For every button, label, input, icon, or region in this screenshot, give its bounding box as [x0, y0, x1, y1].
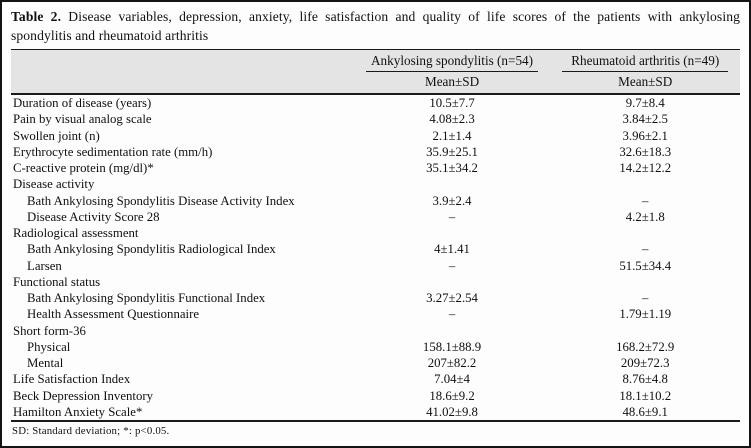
value-rheumatoid-arthritis	[550, 323, 740, 339]
value-ankylosing-spondylitis: 2.1±1.4	[432, 128, 472, 143]
table-title-number: Table 2.	[11, 9, 62, 24]
value-ankylosing-spondylitis	[354, 323, 551, 339]
value-rheumatoid-arthritis: 1.79±1.19	[619, 307, 672, 322]
table-row: Bath Ankylosing Spondylitis Disease Acti…	[11, 193, 740, 209]
column-subheader-empty	[11, 72, 354, 95]
data-table: Ankylosing spondylitis (n=54) Rheumatoid…	[11, 49, 740, 420]
row-label: Disease Activity Score 28	[27, 209, 160, 224]
row-label: Radiological assessment	[13, 226, 139, 240]
value-ankylosing-spondylitis: 4±1.41	[434, 242, 470, 257]
row-label: Life Satisfaction Index	[13, 372, 131, 387]
value-rheumatoid-arthritis: 3.96±2.1	[622, 128, 668, 143]
row-label: Bath Ankylosing Spondylitis Functional I…	[27, 291, 266, 305]
table-row: Duration of disease (years) 10.5±7.7 9.7…	[11, 94, 740, 111]
value-rheumatoid-arthritis: –	[642, 291, 649, 305]
row-label: Bath Ankylosing Spondylitis Disease Acti…	[27, 193, 295, 208]
table-row: Life Satisfaction Index 7.04±4 8.76±4.8	[11, 371, 740, 387]
value-ankylosing-spondylitis: 35.9±25.1	[426, 144, 478, 159]
row-label: Physical	[27, 339, 71, 354]
value-ankylosing-spondylitis: 18.6±9.2	[429, 388, 475, 403]
table-row: Bath Ankylosing Spondylitis Functional I…	[11, 290, 740, 306]
value-ankylosing-spondylitis	[354, 225, 551, 241]
value-rheumatoid-arthritis: 4.2±1.8	[625, 209, 665, 224]
row-label: Hamilton Anxiety Scale*	[13, 404, 143, 419]
column-subheader-mean-sd-ra: Mean±SD	[550, 72, 740, 95]
column-group-label: Ankylosing spondylitis (n=54)	[365, 50, 539, 72]
row-label: Mental	[27, 356, 64, 370]
column-group-empty	[11, 49, 354, 72]
table-row: Mental 207±82.2 209±72.3	[11, 355, 740, 371]
row-label: Functional status	[13, 274, 101, 289]
value-rheumatoid-arthritis	[550, 176, 740, 192]
value-rheumatoid-arthritis	[550, 274, 740, 290]
table-row: C-reactive protein (mg/dl)* 35.1±34.2 14…	[11, 160, 740, 176]
value-ankylosing-spondylitis	[354, 274, 551, 290]
value-ankylosing-spondylitis	[354, 176, 551, 192]
value-rheumatoid-arthritis: –	[642, 193, 649, 208]
value-rheumatoid-arthritis: 48.6±9.1	[622, 404, 668, 419]
table-row: Beck Depression Inventory 18.6±9.2 18.1±…	[11, 388, 740, 404]
row-label: Disease activity	[13, 177, 95, 192]
table-title: Table 2. Disease variables, depression, …	[11, 7, 740, 45]
column-group-rheumatoid-arthritis: Rheumatoid arthritis (n=49)	[550, 49, 740, 72]
value-rheumatoid-arthritis: 51.5±34.4	[619, 258, 672, 273]
column-group-row: Ankylosing spondylitis (n=54) Rheumatoid…	[11, 49, 740, 72]
table-row: Bath Ankylosing Spondylitis Radiological…	[11, 241, 740, 257]
value-rheumatoid-arthritis: 209±72.3	[620, 356, 670, 370]
value-ankylosing-spondylitis: 35.1±34.2	[426, 161, 478, 175]
table-header: Ankylosing spondylitis (n=54) Rheumatoid…	[11, 49, 740, 95]
row-label: Larsen	[27, 258, 62, 273]
table-row: Larsen – 51.5±34.4	[11, 258, 740, 274]
value-ankylosing-spondylitis: 7.04±4	[434, 372, 470, 387]
value-ankylosing-spondylitis: 3.27±2.54	[426, 291, 478, 305]
row-label: C-reactive protein (mg/dl)*	[13, 161, 154, 175]
table-footnote: SD: Standard deviation; *: p<0.05.	[11, 420, 740, 437]
table-row: Short form-36	[11, 323, 740, 339]
table-row: Physical 158.1±88.9 168.2±72.9	[11, 339, 740, 355]
value-rheumatoid-arthritis: –	[642, 242, 649, 257]
row-label: Beck Depression Inventory	[13, 388, 154, 403]
column-group-ankylosing-spondylitis: Ankylosing spondylitis (n=54)	[353, 49, 551, 72]
table-title-text: Disease variables, depression, anxiety, …	[11, 9, 740, 43]
value-ankylosing-spondylitis: –	[448, 307, 456, 322]
row-label: Swollen joint (n)	[13, 128, 100, 143]
table-row: Swollen joint (n) 2.1±1.4 3.96±2.1	[11, 128, 740, 144]
value-ankylosing-spondylitis: 3.9±2.4	[432, 193, 472, 208]
value-rheumatoid-arthritis: 168.2±72.9	[616, 339, 675, 354]
column-subheader-mean-sd-as: Mean±SD	[353, 72, 551, 95]
table-row: Hamilton Anxiety Scale* 41.02±9.8 48.6±9…	[11, 404, 740, 420]
value-ankylosing-spondylitis: 4.08±2.3	[429, 112, 475, 127]
table-row: Radiological assessment	[11, 225, 740, 241]
table-row: Disease Activity Score 28 – 4.2±1.8	[11, 209, 740, 225]
table-row: Pain by visual analog scale 4.08±2.3 3.8…	[11, 111, 740, 127]
table-row: Functional status	[11, 274, 740, 290]
value-ankylosing-spondylitis: –	[448, 258, 456, 273]
row-label: Pain by visual analog scale	[13, 112, 152, 127]
table-row: Disease activity	[11, 176, 740, 192]
value-ankylosing-spondylitis: 41.02±9.8	[426, 404, 478, 419]
row-label: Bath Ankylosing Spondylitis Radiological…	[27, 242, 276, 257]
table-body: Duration of disease (years) 10.5±7.7 9.7…	[11, 94, 740, 420]
value-rheumatoid-arthritis: 3.84±2.5	[622, 112, 668, 127]
value-ankylosing-spondylitis: 10.5±7.7	[429, 96, 475, 110]
value-rheumatoid-arthritis: 9.7±8.4	[625, 96, 665, 110]
value-ankylosing-spondylitis: 207±82.2	[427, 356, 477, 370]
row-label: Duration of disease (years)	[13, 96, 152, 110]
table-row: Health Assessment Questionnaire – 1.79±1…	[11, 306, 740, 322]
value-rheumatoid-arthritis: 32.6±18.3	[619, 144, 672, 159]
value-rheumatoid-arthritis: 8.76±4.8	[622, 372, 668, 387]
row-label: Erythrocyte sedimentation rate (mm/h)	[13, 144, 213, 159]
value-rheumatoid-arthritis	[550, 225, 740, 241]
row-label: Short form-36	[13, 323, 86, 338]
row-label: Health Assessment Questionnaire	[27, 307, 200, 322]
table-row: Erythrocyte sedimentation rate (mm/h) 35…	[11, 144, 740, 160]
value-ankylosing-spondylitis: –	[448, 209, 456, 224]
column-group-label: Rheumatoid arthritis (n=49)	[562, 50, 728, 72]
value-rheumatoid-arthritis: 18.1±10.2	[619, 388, 672, 403]
value-rheumatoid-arthritis: 14.2±12.2	[619, 161, 672, 175]
column-subheader-row: Mean±SD Mean±SD	[11, 72, 740, 95]
value-ankylosing-spondylitis: 158.1±88.9	[422, 339, 482, 354]
